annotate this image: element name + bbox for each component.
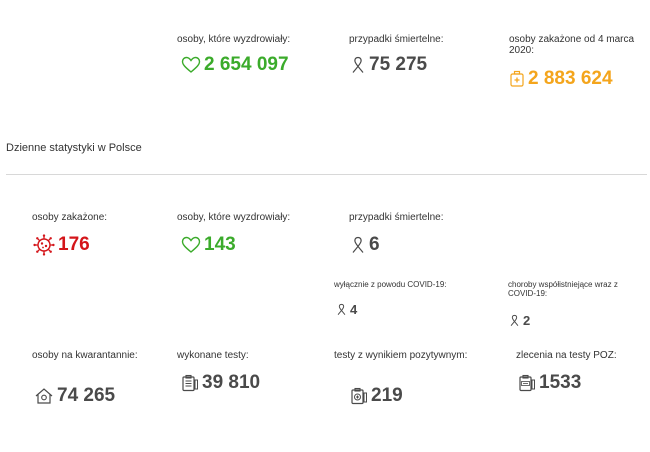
section-divider [6,174,647,175]
daily-deaths-number: 6 [369,234,380,255]
quarantine-number: 74 265 [57,385,116,406]
daily-deaths-label: przypadki śmiertelne: [349,212,444,223]
daily-section-title: Dzienne statystyki w Polsce [6,142,142,154]
positive-tests-value: 219 [350,385,403,407]
tests-label: wykonane testy: [177,350,249,361]
poz-clipboard-icon [519,374,535,392]
summary-deaths-label: przypadki śmiertelne: [349,34,444,45]
daily-deaths-value: 6 [350,234,380,256]
deaths-comorbid-value: 2 [509,313,530,328]
summary-deaths-number: 75 275 [369,54,428,75]
summary-infected-label: osoby zakażone od 4 marca 2020: [509,34,635,56]
deaths-comorbid-number: 2 [523,313,531,328]
daily-recovered-value: 143 [181,234,236,256]
tests-value: 39 810 [181,372,260,394]
heart-icon [181,236,201,253]
positive-tests-number: 219 [371,385,403,406]
ribbon-icon [337,303,346,315]
poz-orders-value: 1533 [518,372,581,394]
deaths-covid-only-label: wyłącznie z powodu COVID-19: [334,280,447,289]
positive-tests-label: testy z wynikiem pozytywnym: [334,350,468,361]
medical-bag-icon [510,70,524,87]
poz-orders-number: 1533 [539,372,582,393]
daily-recovered-label: osoby, które wyzdrowiały: [177,212,291,223]
tests-number: 39 810 [202,372,261,393]
summary-recovered-value: 2 654 097 [181,54,289,76]
daily-infected-value: 176 [33,234,90,256]
deaths-covid-only-value: 4 [336,302,357,317]
ribbon-icon [510,314,519,326]
summary-deaths-value: 75 275 [350,54,427,76]
deaths-covid-only-number: 4 [350,302,358,317]
daily-infected-number: 176 [58,234,90,255]
ribbon-icon [352,236,364,253]
deaths-comorbid-label: choroby współistniejące wraz z COVID-19: [508,280,618,298]
ribbon-icon [352,56,364,73]
poz-orders-label: zlecenia na testy POZ: [516,350,617,361]
summary-infected-value: 2 883 624 [509,68,613,90]
daily-recovered-number: 143 [204,234,236,255]
quarantine-value: 74 265 [34,385,115,407]
house-icon [35,388,53,404]
positive-test-icon [351,387,367,405]
heart-icon [181,56,201,73]
clipboard-icon [182,374,198,392]
daily-infected-label: osoby zakażone: [32,212,108,223]
virus-icon [33,234,55,256]
summary-recovered-number: 2 654 097 [204,54,289,75]
quarantine-label: osoby na kwarantannie: [32,350,138,361]
summary-infected-number: 2 883 624 [528,68,613,89]
summary-recovered-label: osoby, które wyzdrowiały: [177,34,291,45]
